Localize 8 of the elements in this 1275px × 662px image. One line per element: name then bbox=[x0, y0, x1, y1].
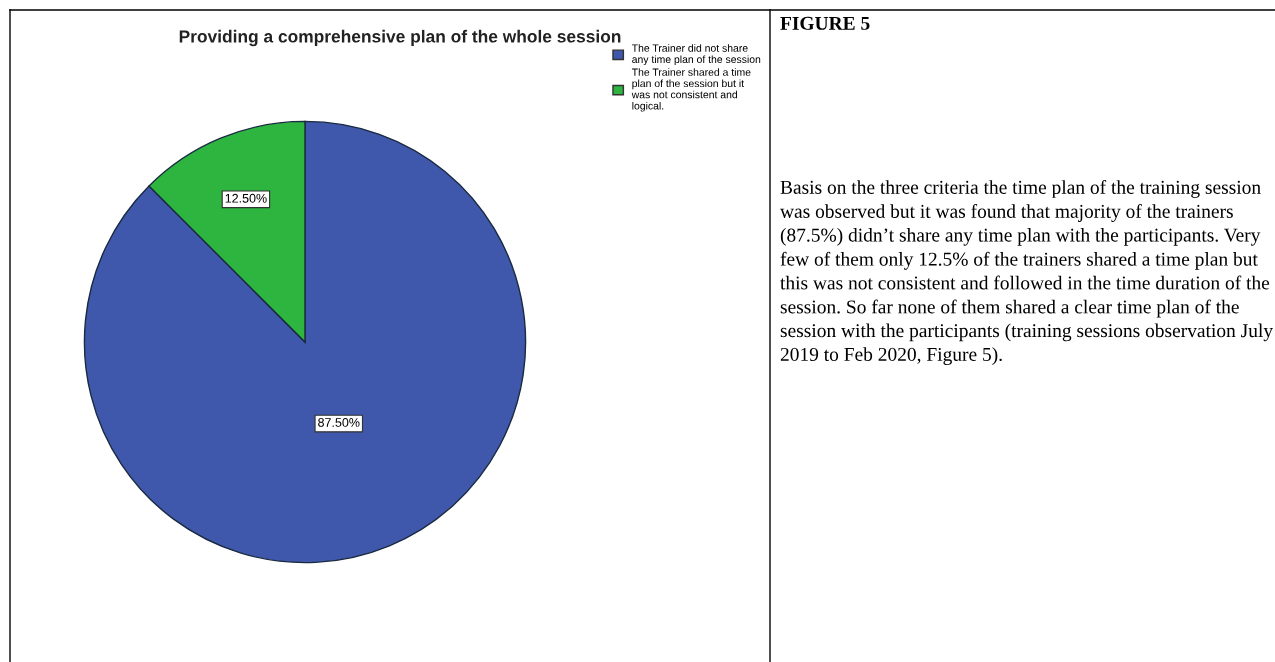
text: Basis on the three criteria the time plan of the training session was observed but it was found that majority of the trainers (87.5%) didn’t share any time plan with the participants. Very few of them only 12.5% of the trainers shared a time plan but this was not consistent and followed in the time duration of the session. So far none of them shared a clear time plan of the session with the participants (training sessions observation July 2019 to Feb 2020, Figure 5). bbox=[780, 180, 1273, 365]
legend-label: The Trainer shared a time plan of the session but it was not consistent and logical. bbox=[631, 68, 751, 112]
legend-label: The Trainer did not share any time plan of the session bbox=[631, 44, 761, 66]
chart-title: Providing a comprehensive plan of the whole session bbox=[179, 29, 621, 47]
data-label: 87.50% bbox=[318, 418, 360, 427]
pie-slice bbox=[83, 120, 527, 564]
caption: FIGURE 5 bbox=[780, 16, 870, 30]
data-label: 12.50% bbox=[225, 193, 267, 203]
